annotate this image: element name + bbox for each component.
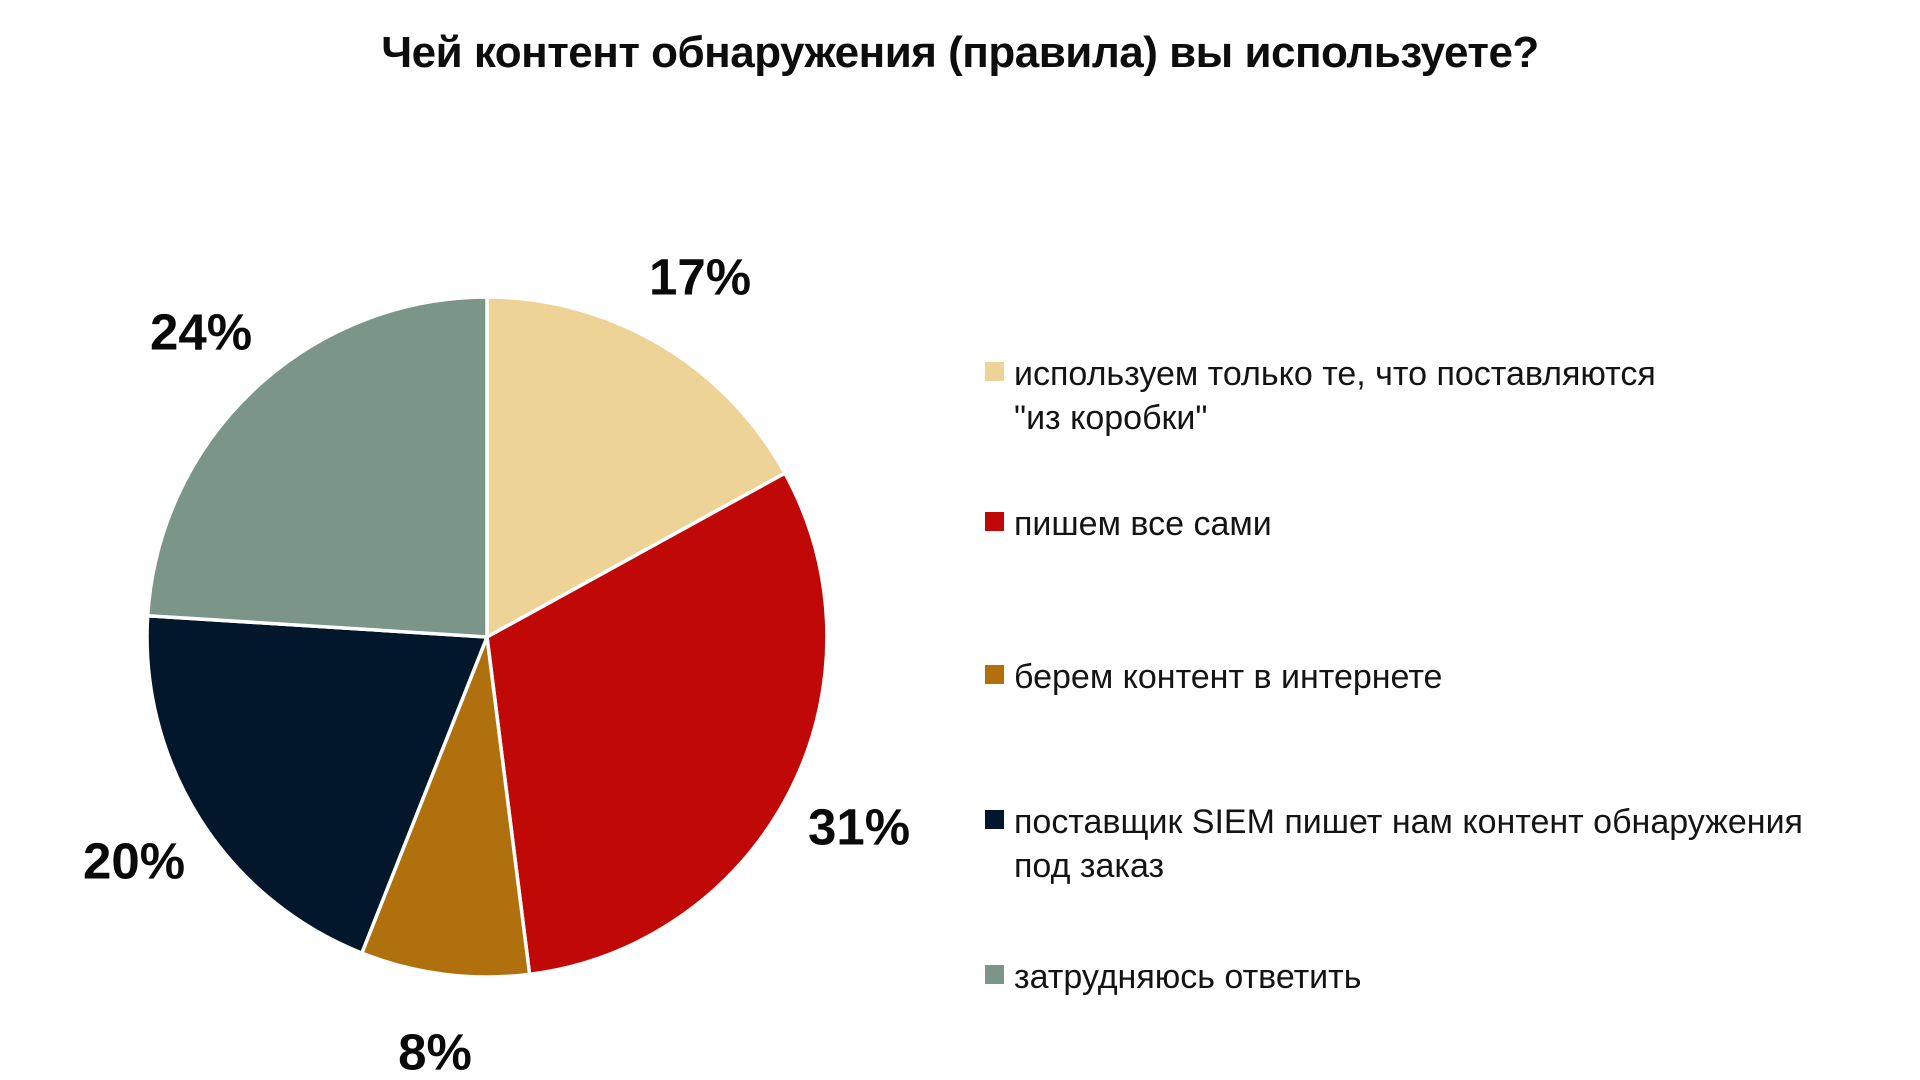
legend-item-3: поставщик SIEM пишет нам контент обнаруж… [985, 800, 1803, 888]
legend-swatch-icon [985, 362, 1004, 381]
pie-value-label-1: 31% [807, 798, 911, 856]
legend-swatch-icon [985, 965, 1004, 984]
pie-slice-4 [145, 295, 489, 639]
legend-label: затрудняюсь ответить [1014, 958, 1362, 996]
legend-label: берем контент в интернете [1014, 658, 1443, 696]
pie-value-label-2: 8% [398, 1023, 472, 1080]
legend-item-2: берем контент в интернете [985, 655, 1442, 699]
pie-slices [145, 295, 829, 979]
legend-label: пишем все сами [1014, 505, 1272, 543]
pie-slice-2 [360, 635, 532, 979]
pie-value-label-0: 17% [648, 248, 752, 306]
legend-item-4: затрудняюсь ответить [985, 955, 1361, 999]
pie-value-label-4: 24% [149, 303, 253, 361]
pie-value-label-3: 20% [82, 832, 186, 890]
legend-label: используем только те, что поставляются "и… [1014, 355, 1656, 437]
pie-slice-3 [145, 613, 489, 955]
legend-swatch-icon [985, 665, 1004, 684]
legend-item-1: пишем все сами [985, 502, 1272, 546]
legend-item-0: используем только те, что поставляются "и… [985, 352, 1656, 440]
pie-slice-0 [485, 295, 787, 639]
chart-title: Чей контент обнаружения (правила) вы исп… [381, 28, 1539, 77]
pie-slice-1 [485, 471, 829, 977]
legend-label: поставщик SIEM пишет нам контент обнаруж… [1014, 803, 1803, 885]
legend-swatch-icon [985, 512, 1004, 531]
legend-swatch-icon [985, 810, 1004, 829]
